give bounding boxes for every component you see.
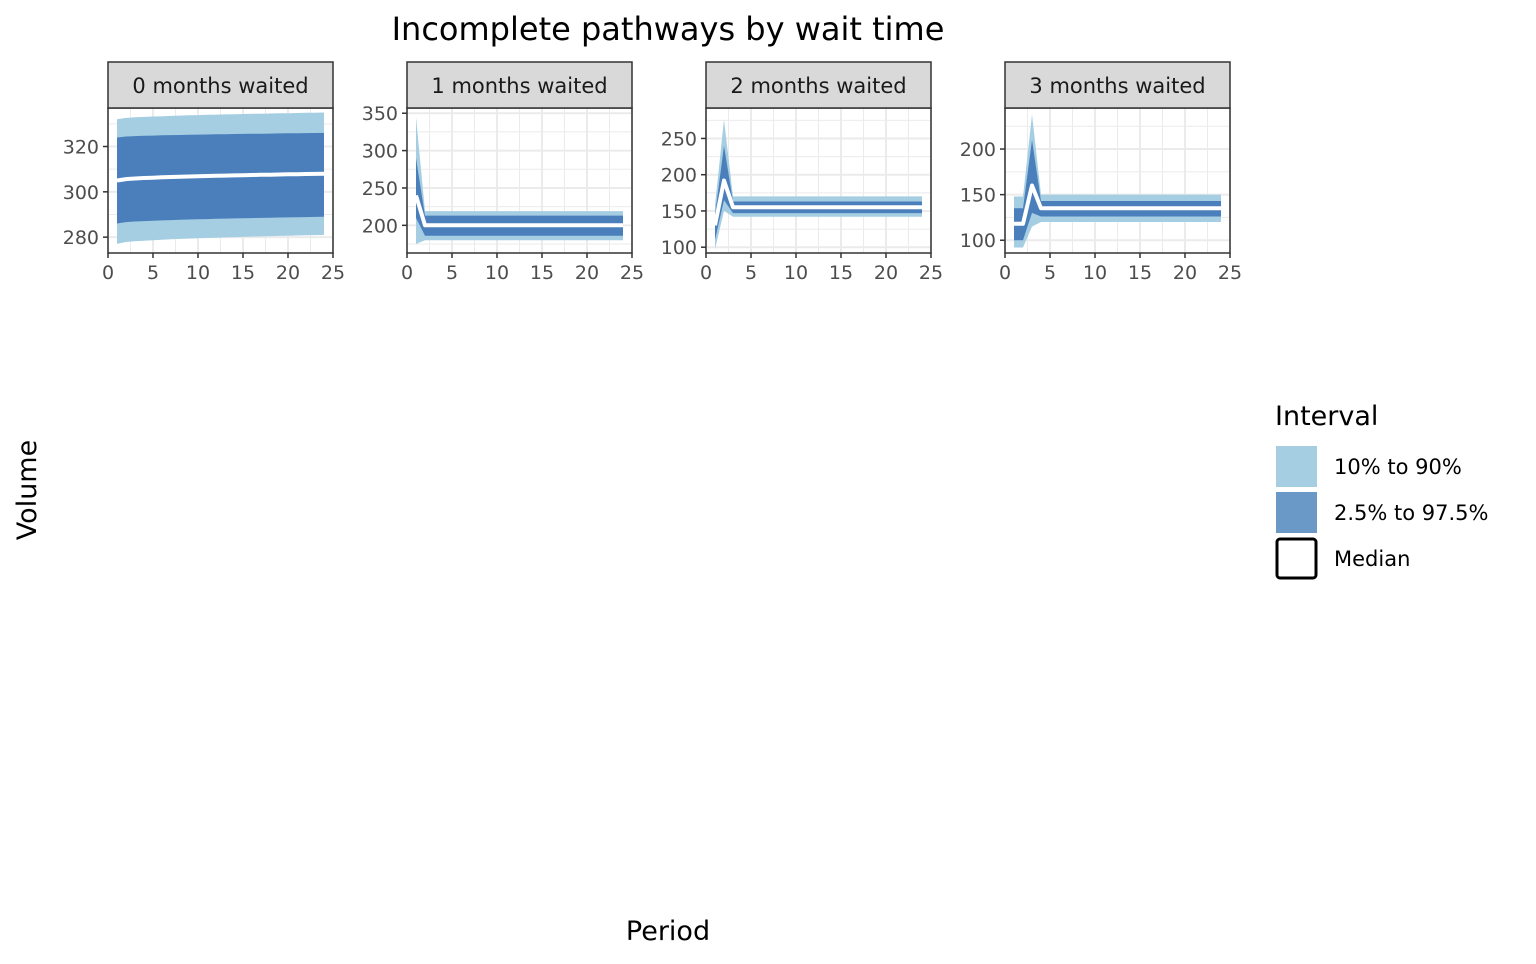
median-line bbox=[1014, 183, 1221, 226]
facet-panel: 100 150 200 250 2 months waited 0 5 10 15 20 25 bbox=[661, 61, 943, 284]
band-2-5-97-5 bbox=[117, 132, 324, 224]
y-tick-label: 150 bbox=[960, 185, 996, 207]
x-tick-label: 0 bbox=[102, 262, 114, 284]
band-2-5-97-5 bbox=[416, 158, 623, 236]
band-2-5-97-5 bbox=[1014, 139, 1221, 241]
y-tick-label: 100 bbox=[960, 230, 996, 252]
x-tick-label: 0 bbox=[700, 262, 712, 284]
facet-strip bbox=[1004, 61, 1231, 109]
x-tick-label: 15 bbox=[1128, 262, 1152, 284]
y-tick-label: 320 bbox=[63, 137, 99, 159]
median-line bbox=[414, 194, 623, 228]
y-tick-label: 150 bbox=[661, 201, 697, 223]
y-tick-label: 200 bbox=[661, 165, 697, 187]
legend-key bbox=[1276, 492, 1317, 533]
facet-strip-label: 1 months waited bbox=[431, 74, 607, 98]
x-tick-label: 25 bbox=[919, 262, 943, 284]
y-tick-label: 300 bbox=[362, 141, 398, 163]
legend-label: Median bbox=[1334, 547, 1410, 571]
y-tick-label: 350 bbox=[362, 103, 398, 125]
y-tick-label: 250 bbox=[661, 128, 697, 150]
x-tick-label: 5 bbox=[1044, 262, 1056, 284]
y-tick-label: 100 bbox=[661, 237, 697, 259]
x-tick-label: 5 bbox=[446, 262, 458, 284]
y-tick-label: 280 bbox=[63, 227, 99, 249]
y-tick-label: 250 bbox=[362, 178, 398, 200]
x-tick-label: 5 bbox=[147, 262, 159, 284]
x-tick-label: 0 bbox=[401, 262, 413, 284]
x-tick-label: 20 bbox=[575, 262, 599, 284]
x-tick-label: 5 bbox=[745, 262, 757, 284]
facet-panel: 100 150 200 3 months waited 0 5 10 15 20 25 bbox=[960, 61, 1242, 284]
x-tick-label: 20 bbox=[1173, 262, 1197, 284]
facet-panel: 280 300 320 0 months waited 0 5 10 15 20 25 bbox=[63, 61, 345, 284]
x-tick-label: 20 bbox=[276, 262, 300, 284]
x-tick-label: 25 bbox=[620, 262, 644, 284]
legend-label: 10% to 90% bbox=[1334, 455, 1462, 479]
x-tick-label: 15 bbox=[231, 262, 255, 284]
facet-panel: 200 250 300 350 1 months waited 0 5 10 15 20 25 bbox=[362, 61, 644, 284]
facet-strip bbox=[705, 61, 932, 109]
y-tick-label: 300 bbox=[63, 182, 99, 204]
facet-strip bbox=[107, 61, 334, 109]
x-axis-label: Period bbox=[626, 916, 710, 947]
x-tick-label: 25 bbox=[1218, 262, 1242, 284]
x-tick-label: 15 bbox=[829, 262, 853, 284]
y-tick-label: 200 bbox=[960, 139, 996, 161]
legend-label: 2.5% to 97.5% bbox=[1334, 501, 1489, 525]
median-line bbox=[116, 171, 325, 183]
x-tick-label: 10 bbox=[784, 262, 808, 284]
x-tick-label: 0 bbox=[999, 262, 1011, 284]
x-tick-label: 25 bbox=[321, 262, 345, 284]
facet-strip-label: 0 months waited bbox=[132, 74, 308, 98]
legend: Interval 10% to 90% 2.5% to 97.5% Median bbox=[1275, 401, 1489, 580]
facet-strip-label: 2 months waited bbox=[730, 74, 906, 98]
legend-key-median-outline bbox=[1275, 537, 1318, 580]
x-tick-label: 10 bbox=[485, 262, 509, 284]
x-tick-label: 20 bbox=[874, 262, 898, 284]
chart-title: Incomplete pathways by wait time bbox=[392, 10, 945, 48]
y-axis-label: Volume bbox=[12, 440, 43, 540]
y-tick-label: 200 bbox=[362, 215, 398, 237]
facet-strip bbox=[406, 61, 633, 109]
facet-strip-label: 3 months waited bbox=[1029, 74, 1205, 98]
x-tick-label: 10 bbox=[1083, 262, 1107, 284]
band-10-90 bbox=[416, 117, 623, 244]
x-tick-label: 10 bbox=[186, 262, 210, 284]
legend-title: Interval bbox=[1275, 401, 1378, 432]
x-tick-label: 15 bbox=[530, 262, 554, 284]
legend-key bbox=[1276, 446, 1317, 487]
median-line bbox=[713, 178, 922, 226]
legend-key-median bbox=[1276, 538, 1317, 579]
